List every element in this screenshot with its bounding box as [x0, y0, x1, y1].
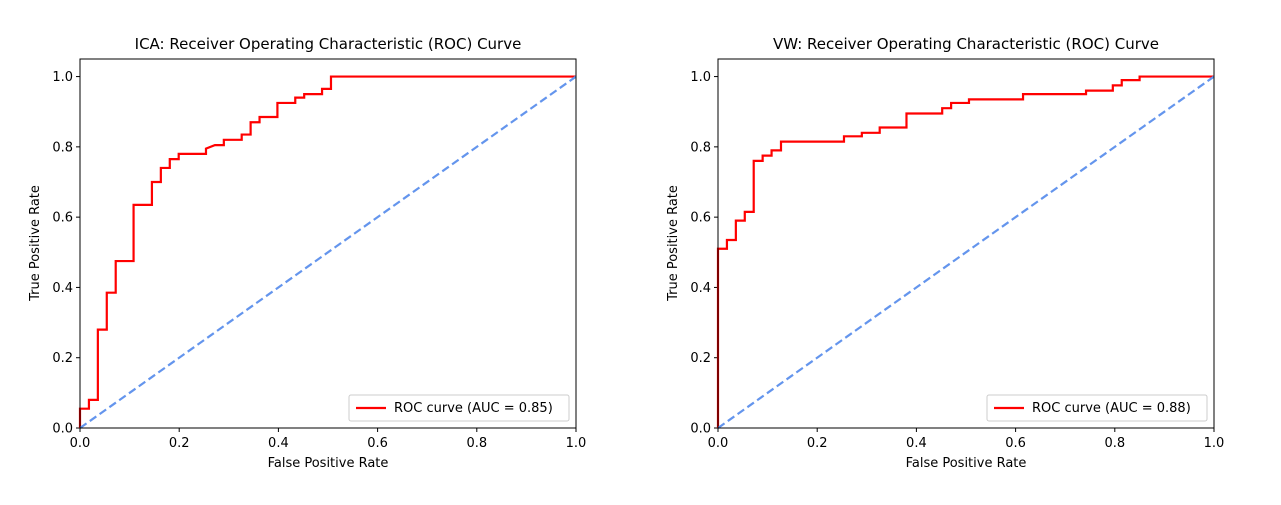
- ica-x-tick-label: 0.8: [466, 436, 487, 451]
- ica-plot-area: [78, 75, 577, 429]
- ica-roc-panel: ICA: Receiver Operating Characteristic (…: [28, 35, 586, 471]
- vw-x-tick-label: 0.8: [1104, 436, 1125, 451]
- vw-y-tick-label: 0.4: [690, 281, 711, 296]
- ica-legend: ROC curve (AUC = 0.85): [348, 394, 570, 422]
- vw-y-tick-label: 0.0: [690, 422, 711, 437]
- ica-x-tick-label: 0.6: [367, 436, 388, 451]
- ica-chance-diagonal-line: [79, 75, 577, 429]
- vw-roc-panel: VW: Receiver Operating Characteristic (R…: [666, 35, 1224, 471]
- ica-x-axis-label: False Positive Rate: [268, 456, 389, 471]
- ica-chart-title: ICA: Receiver Operating Characteristic (…: [135, 35, 522, 53]
- ica-legend-label: ROC curve (AUC = 0.85): [394, 401, 553, 416]
- vw-x-tick-label: 0.2: [807, 436, 828, 451]
- ica-x-tick-label: 1.0: [566, 436, 587, 451]
- ica-y-tick-label: 1.0: [52, 70, 73, 85]
- ica-ticks: 0.0 0.2 0.4 0.6 0.8 1.0 0.0 0.2 0.4 0.6 0.8 1.0: [52, 70, 586, 451]
- vw-x-axis-label: False Positive Rate: [906, 456, 1027, 471]
- ica-y-axis-label: True Positive Rate: [28, 185, 43, 302]
- vw-plot-area: [716, 75, 1215, 429]
- vw-ticks: 0.0 0.2 0.4 0.6 0.8 1.0 0.0 0.2 0.4 0.6 0.8 1.0: [690, 70, 1224, 451]
- ica-y-tick-label: 0.8: [52, 140, 73, 155]
- vw-x-tick-label: 1.0: [1204, 436, 1225, 451]
- ica-y-tick-label: 0.4: [52, 281, 73, 296]
- vw-x-tick-label: 0.4: [906, 436, 927, 451]
- ica-y-tick-label: 0.2: [52, 351, 73, 366]
- ica-x-tick-label: 0.2: [169, 436, 190, 451]
- vw-y-tick-label: 0.6: [690, 211, 711, 226]
- ica-axes-frame: [79, 58, 577, 429]
- ica-x-tick-label: 0.4: [268, 436, 289, 451]
- ica-legend-box: [348, 394, 570, 422]
- vw-legend-label: ROC curve (AUC = 0.88): [1032, 401, 1191, 416]
- vw-chance-diagonal-line: [717, 75, 1215, 429]
- ica-y-tick-label: 0.6: [52, 211, 73, 226]
- vw-legend: ROC curve (AUC = 0.88): [986, 394, 1208, 422]
- vw-axes-frame: [717, 58, 1215, 429]
- vw-roc-curve-line: [716, 75, 1214, 428]
- vw-legend-box: [986, 394, 1208, 422]
- vw-y-tick-label: 0.2: [690, 351, 711, 366]
- ica-y-tick-label: 0.0: [52, 422, 73, 437]
- vw-chart-title: VW: Receiver Operating Characteristic (R…: [773, 35, 1159, 53]
- vw-x-tick-label: 0.6: [1005, 436, 1026, 451]
- ica-roc-curve-line: [78, 75, 576, 428]
- ica-x-tick-label: 0.0: [70, 436, 91, 451]
- vw-y-axis-label: True Positive Rate: [666, 185, 681, 302]
- vw-x-tick-label: 0.0: [708, 436, 729, 451]
- vw-y-tick-label: 1.0: [690, 70, 711, 85]
- vw-y-tick-label: 0.8: [690, 140, 711, 155]
